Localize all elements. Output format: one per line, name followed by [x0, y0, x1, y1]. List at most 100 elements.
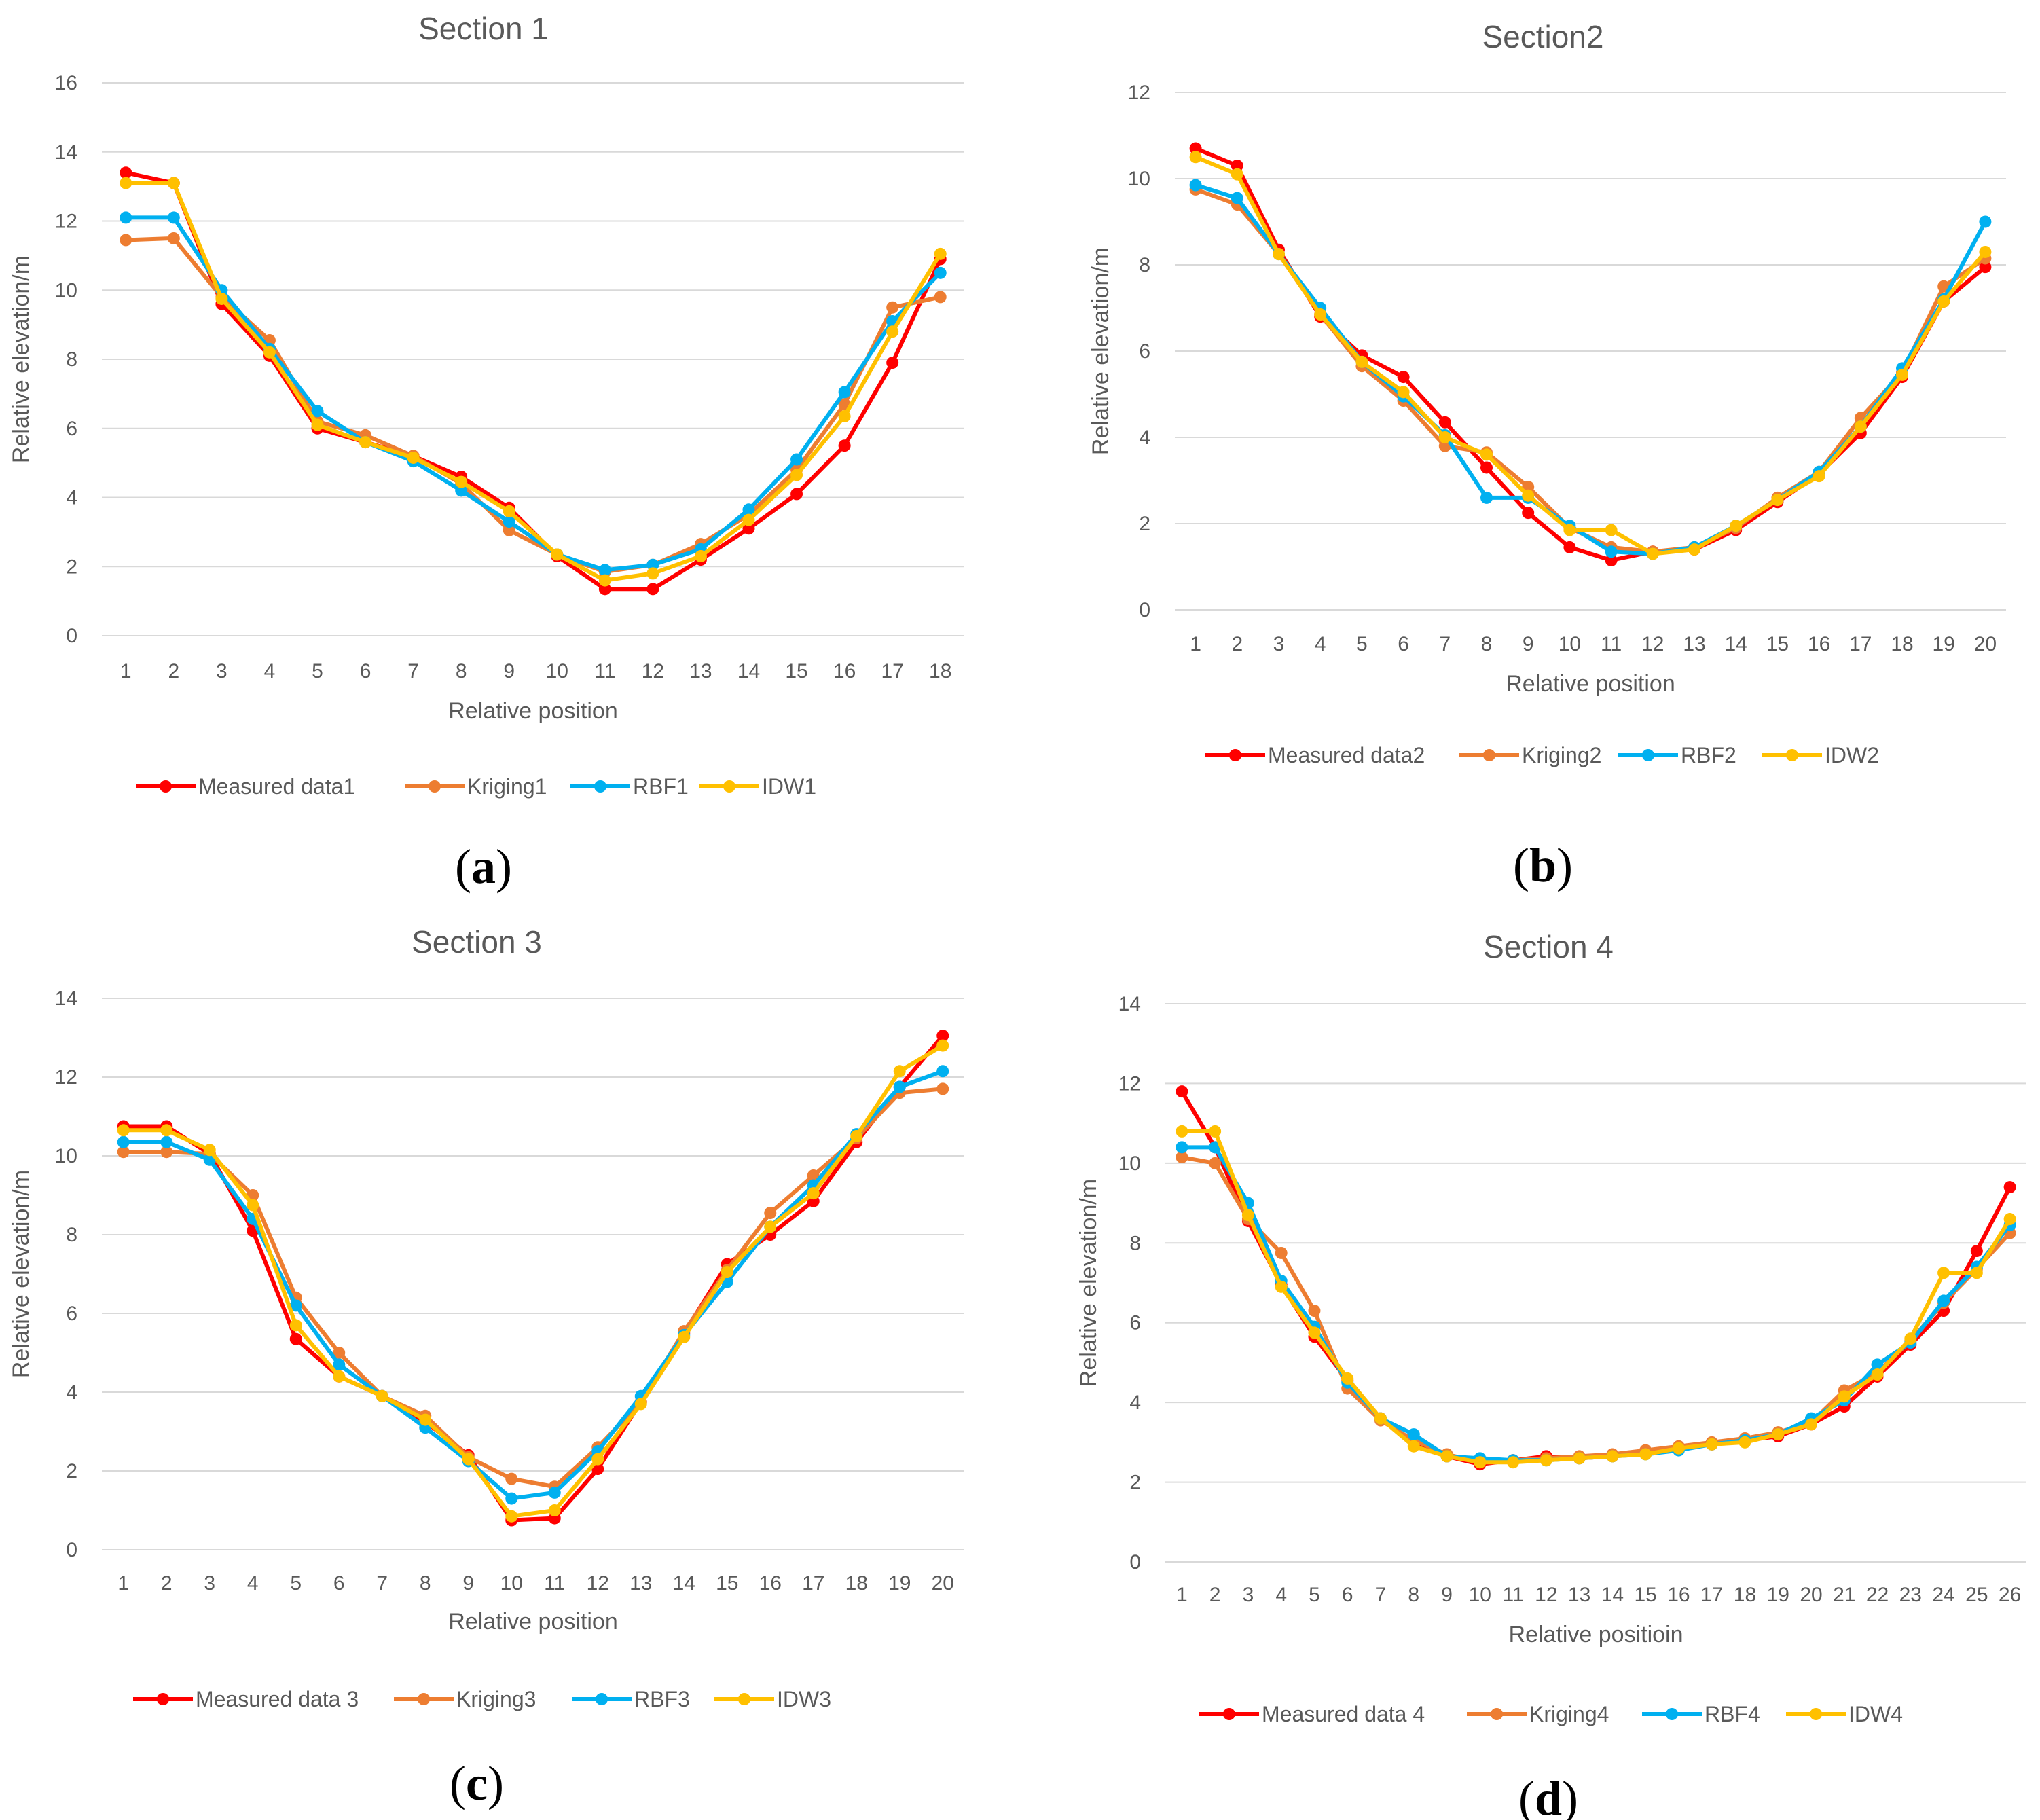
data-point — [311, 405, 324, 418]
y-tick-label: 4 — [66, 1381, 77, 1404]
legend-label: Measured data 3 — [196, 1687, 359, 1711]
data-point — [1189, 151, 1202, 164]
x-tick-label: 8 — [1481, 633, 1493, 655]
legend-label: RBF3 — [634, 1687, 690, 1711]
data-point — [1606, 1450, 1619, 1463]
data-point — [333, 1370, 346, 1383]
x-tick-label: 1 — [117, 1572, 129, 1595]
x-tick-label: 10 — [546, 660, 568, 682]
y-tick-label: 4 — [1129, 1391, 1141, 1414]
data-point — [376, 1389, 388, 1402]
x-tick-label: 8 — [420, 1572, 431, 1595]
y-tick-label: 0 — [1129, 1551, 1141, 1573]
data-point — [548, 1486, 561, 1499]
x-tick-label: 4 — [1315, 633, 1326, 655]
data-point — [886, 325, 899, 338]
legend-label: IDW2 — [1825, 743, 1879, 767]
series-kriging3 — [117, 1082, 949, 1493]
x-tick-label: 4 — [247, 1572, 259, 1595]
data-point — [120, 234, 132, 247]
legend-label: IDW3 — [777, 1687, 831, 1711]
data-point — [1176, 1151, 1188, 1164]
y-tick-label: 0 — [66, 625, 77, 647]
data-point — [790, 488, 803, 500]
data-point — [215, 292, 228, 305]
x-tick-label: 3 — [204, 1572, 215, 1595]
x-tick-label: 2 — [161, 1572, 172, 1595]
chart-title: Section2 — [1482, 19, 1603, 54]
x-tick-label: 20 — [932, 1572, 954, 1595]
y-tick-label: 16 — [55, 72, 77, 94]
x-tick-label: 1 — [1176, 1584, 1188, 1606]
data-point — [503, 524, 515, 536]
data-point — [1540, 1454, 1552, 1467]
x-tick-label: 2 — [168, 660, 179, 682]
x-axis-title: Relative position — [1506, 671, 1675, 697]
series-kriging2 — [1189, 183, 1992, 558]
series-rbf4 — [1176, 1141, 2016, 1467]
series-measured-data2 — [1189, 142, 1992, 566]
legend-item: IDW3 — [714, 1687, 831, 1711]
x-tick-label: 3 — [216, 660, 227, 682]
x-tick-label: 23 — [1899, 1584, 1922, 1606]
y-tick-label: 10 — [55, 1145, 77, 1167]
data-point — [333, 1347, 346, 1359]
data-point — [1231, 168, 1243, 181]
x-tick-label: 1 — [1190, 633, 1201, 655]
x-tick-label: 13 — [630, 1572, 652, 1595]
y-tick-label: 8 — [1139, 254, 1150, 276]
data-point — [117, 1135, 130, 1148]
data-point — [764, 1207, 777, 1220]
x-tick-label: 3 — [1273, 633, 1285, 655]
data-point — [678, 1330, 691, 1343]
x-tick-label: 13 — [1683, 633, 1705, 655]
data-point — [850, 1130, 863, 1142]
x-axis-title: Relative position — [448, 698, 617, 724]
legend-swatch-marker — [596, 1693, 608, 1705]
data-point — [1231, 159, 1243, 172]
data-point — [1730, 520, 1743, 532]
x-tick-label: 6 — [333, 1572, 345, 1595]
data-point — [936, 1039, 949, 1052]
chart-title: Section 4 — [1483, 929, 1614, 964]
data-point — [503, 515, 515, 528]
x-tick-label: 15 — [1766, 633, 1789, 655]
data-point — [1308, 1305, 1321, 1317]
data-point — [790, 453, 803, 466]
data-point — [359, 436, 372, 449]
data-point — [1480, 491, 1493, 504]
legend-label: Kriging4 — [1529, 1702, 1609, 1726]
x-tick-label: 14 — [1725, 633, 1747, 655]
data-point — [117, 1124, 130, 1137]
series-idw4 — [1176, 1125, 2016, 1469]
y-tick-label: 10 — [55, 279, 77, 302]
data-point — [790, 469, 803, 481]
legend-item: Measured data 3 — [133, 1687, 359, 1711]
y-tick-label: 0 — [1139, 599, 1150, 621]
series-line — [124, 215, 943, 572]
y-tick-label: 10 — [1118, 1152, 1141, 1175]
x-tick-label: 7 — [407, 660, 419, 682]
legend-swatch-marker — [1223, 1708, 1235, 1720]
x-tick-label: 16 — [759, 1572, 782, 1595]
x-tick-label: 19 — [1767, 1584, 1789, 1606]
legend-label: Kriging1 — [467, 774, 547, 799]
legend-item: IDW2 — [1762, 743, 1879, 767]
data-point — [934, 247, 947, 260]
series-measured-data-3 — [117, 1030, 949, 1527]
data-point — [551, 548, 564, 561]
x-tick-label: 10 — [1559, 633, 1581, 655]
data-point — [1507, 1456, 1520, 1469]
legend-label: Kriging2 — [1522, 743, 1601, 767]
x-tick-label: 9 — [462, 1572, 474, 1595]
y-tick-label: 6 — [66, 418, 77, 440]
data-point — [764, 1220, 777, 1233]
data-point — [1176, 1085, 1188, 1098]
x-axis-title: Relative position — [448, 1609, 617, 1635]
data-point — [117, 1146, 130, 1159]
legend-item: Kriging1 — [405, 774, 547, 799]
data-point — [1937, 1267, 1950, 1279]
series-line — [1193, 187, 1988, 554]
data-point — [807, 1187, 820, 1200]
